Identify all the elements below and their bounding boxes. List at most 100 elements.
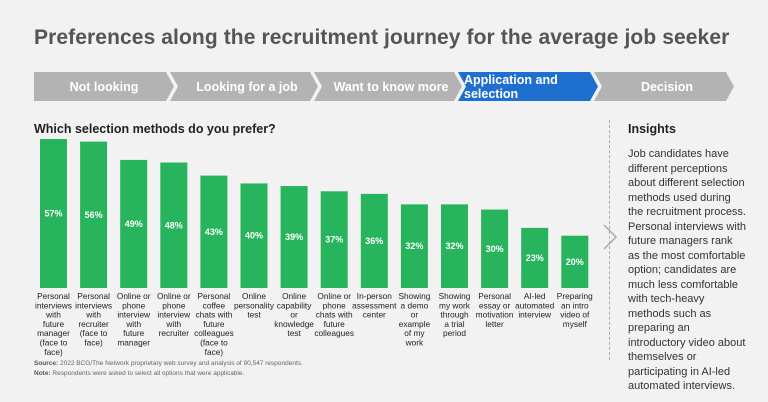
category-label-line: my work xyxy=(439,300,471,310)
category-label-line: future xyxy=(324,319,346,329)
bar-value-label: 39% xyxy=(285,232,303,242)
note-text: Respondents were asked to select all opt… xyxy=(52,370,245,377)
bar-value-label: 57% xyxy=(44,209,62,219)
category-label-line: coffee xyxy=(203,300,226,310)
category-label-line: of my xyxy=(404,328,425,338)
category-label-line: colleagues xyxy=(194,328,234,338)
category-label-line: motivation xyxy=(476,310,514,320)
source-label: Source: xyxy=(34,360,59,367)
bar-value-label: 32% xyxy=(445,241,463,251)
journey-step-not-looking: Not looking xyxy=(34,72,174,101)
category-label: Personal essay or motivation letter xyxy=(476,291,514,329)
bar xyxy=(441,204,468,288)
category-label-line: or xyxy=(411,310,419,320)
bar-value-label: 20% xyxy=(566,257,584,267)
category-label-line: (face to xyxy=(200,338,228,348)
category-label-line: interviews xyxy=(75,300,112,310)
divider xyxy=(609,120,610,360)
category-label-line: automated xyxy=(515,300,555,310)
category-label-line: future xyxy=(123,328,145,338)
bar xyxy=(481,209,509,288)
category-label-line: Online xyxy=(242,291,266,301)
category-label-line: myself xyxy=(563,319,588,329)
bar-chart: 57% Personal interviews with future manager (f… xyxy=(35,139,593,357)
category-label-line: colleagues xyxy=(314,328,354,338)
bar-value-label: 49% xyxy=(125,219,143,229)
category-label-line: (face to xyxy=(40,338,68,348)
category-label: Personal interviews with future manager (face… xyxy=(35,291,72,357)
category-label-line: phone xyxy=(162,300,185,310)
category-label-line: work xyxy=(405,338,424,348)
bar-value-label: 48% xyxy=(165,220,183,230)
category-label-line: recruiter xyxy=(159,328,190,338)
bar-value-label: 40% xyxy=(245,231,263,241)
category-label: Online personality test xyxy=(234,291,275,320)
category-label: In-person assessment center xyxy=(352,291,397,320)
category-label-line: Online or xyxy=(317,291,351,301)
category-label-line: with xyxy=(165,319,181,329)
journey-steps: Not looking Looking for a job Want to kn… xyxy=(34,72,734,101)
bar xyxy=(561,235,589,288)
category-label-line: test xyxy=(287,328,301,338)
category-label: Showing a demo or example of my work xyxy=(398,291,430,348)
category-label-line: essay or xyxy=(479,300,511,310)
category-label-line: through xyxy=(440,310,469,320)
category-label: Online or phone interview with future manager xyxy=(117,291,151,348)
category-label-line: In-person xyxy=(357,291,392,301)
category-label: Online or phone interview with recruiter xyxy=(157,291,191,338)
bar xyxy=(80,141,108,288)
category-label-line: example xyxy=(399,319,431,329)
category-label-line: future xyxy=(43,319,65,329)
category-label-line: Online or xyxy=(117,291,151,301)
bar-value-label: 43% xyxy=(205,227,223,237)
category-label: Showing my work through a trial period xyxy=(439,291,471,338)
category-label-line: an intro xyxy=(561,300,589,310)
category-label-line: period xyxy=(443,328,466,338)
bar xyxy=(521,227,549,288)
category-label-line: personality xyxy=(234,300,275,310)
category-label-line: Showing xyxy=(439,291,471,301)
bar xyxy=(120,159,148,288)
category-label-line: Online or xyxy=(157,291,191,301)
bar-value-label: 23% xyxy=(526,253,544,263)
bar xyxy=(280,186,308,288)
category-label: Personal coffee chats with future colleagues… xyxy=(194,291,234,357)
category-label-line: face) xyxy=(205,347,224,357)
category-label-line: video of xyxy=(560,310,590,320)
category-label-line: with xyxy=(45,310,61,320)
source-text: 2022 BCG/The Network proprietary web sur… xyxy=(60,360,303,367)
category-label-line: manager xyxy=(37,328,70,338)
bar xyxy=(200,175,228,288)
category-label-line: with xyxy=(85,310,101,320)
journey-step-application-and-selection: Application and selection xyxy=(458,72,598,101)
category-label: Online or phone chats with future colleagues xyxy=(314,291,354,338)
category-label-line: phone xyxy=(323,300,346,310)
category-label-line: with xyxy=(125,319,141,329)
category-label-line: recruiter xyxy=(78,319,109,329)
category-label-line: face) xyxy=(44,347,63,357)
bar-value-label: 36% xyxy=(365,236,383,246)
chart-title: Which selection methods do you prefer? xyxy=(34,122,276,136)
category-label-line: phone xyxy=(122,300,145,310)
category-label-line: AI-led xyxy=(524,291,546,301)
bar xyxy=(360,193,388,288)
category-label-line: assessment xyxy=(352,300,397,310)
category-label-line: (face to xyxy=(80,328,108,338)
category-label-line: letter xyxy=(485,319,504,329)
category-label-line: capability xyxy=(277,300,312,310)
journey-step-looking-for-a-job: Looking for a job xyxy=(170,72,318,101)
category-label-line: interviews xyxy=(35,300,72,310)
journey-step-want-to-know-more: Want to know more xyxy=(314,72,462,101)
category-label-line: Showing xyxy=(398,291,430,301)
bar-value-label: 37% xyxy=(325,235,343,245)
journey-step-decision: Decision xyxy=(594,72,734,101)
note-label: Note: xyxy=(34,370,51,377)
footnotes: Source: 2022 BCG/The Network proprietary… xyxy=(34,359,594,379)
note: Note: Respondents were asked to select a… xyxy=(34,369,594,379)
category-label: Personal interviews with recruiter (face to f… xyxy=(75,291,112,348)
bar xyxy=(40,139,67,288)
category-label-line: chats with xyxy=(195,310,232,320)
category-label-line: knowledge xyxy=(274,319,314,329)
category-label-line: a trial xyxy=(444,319,464,329)
category-label-line: test xyxy=(247,310,261,320)
